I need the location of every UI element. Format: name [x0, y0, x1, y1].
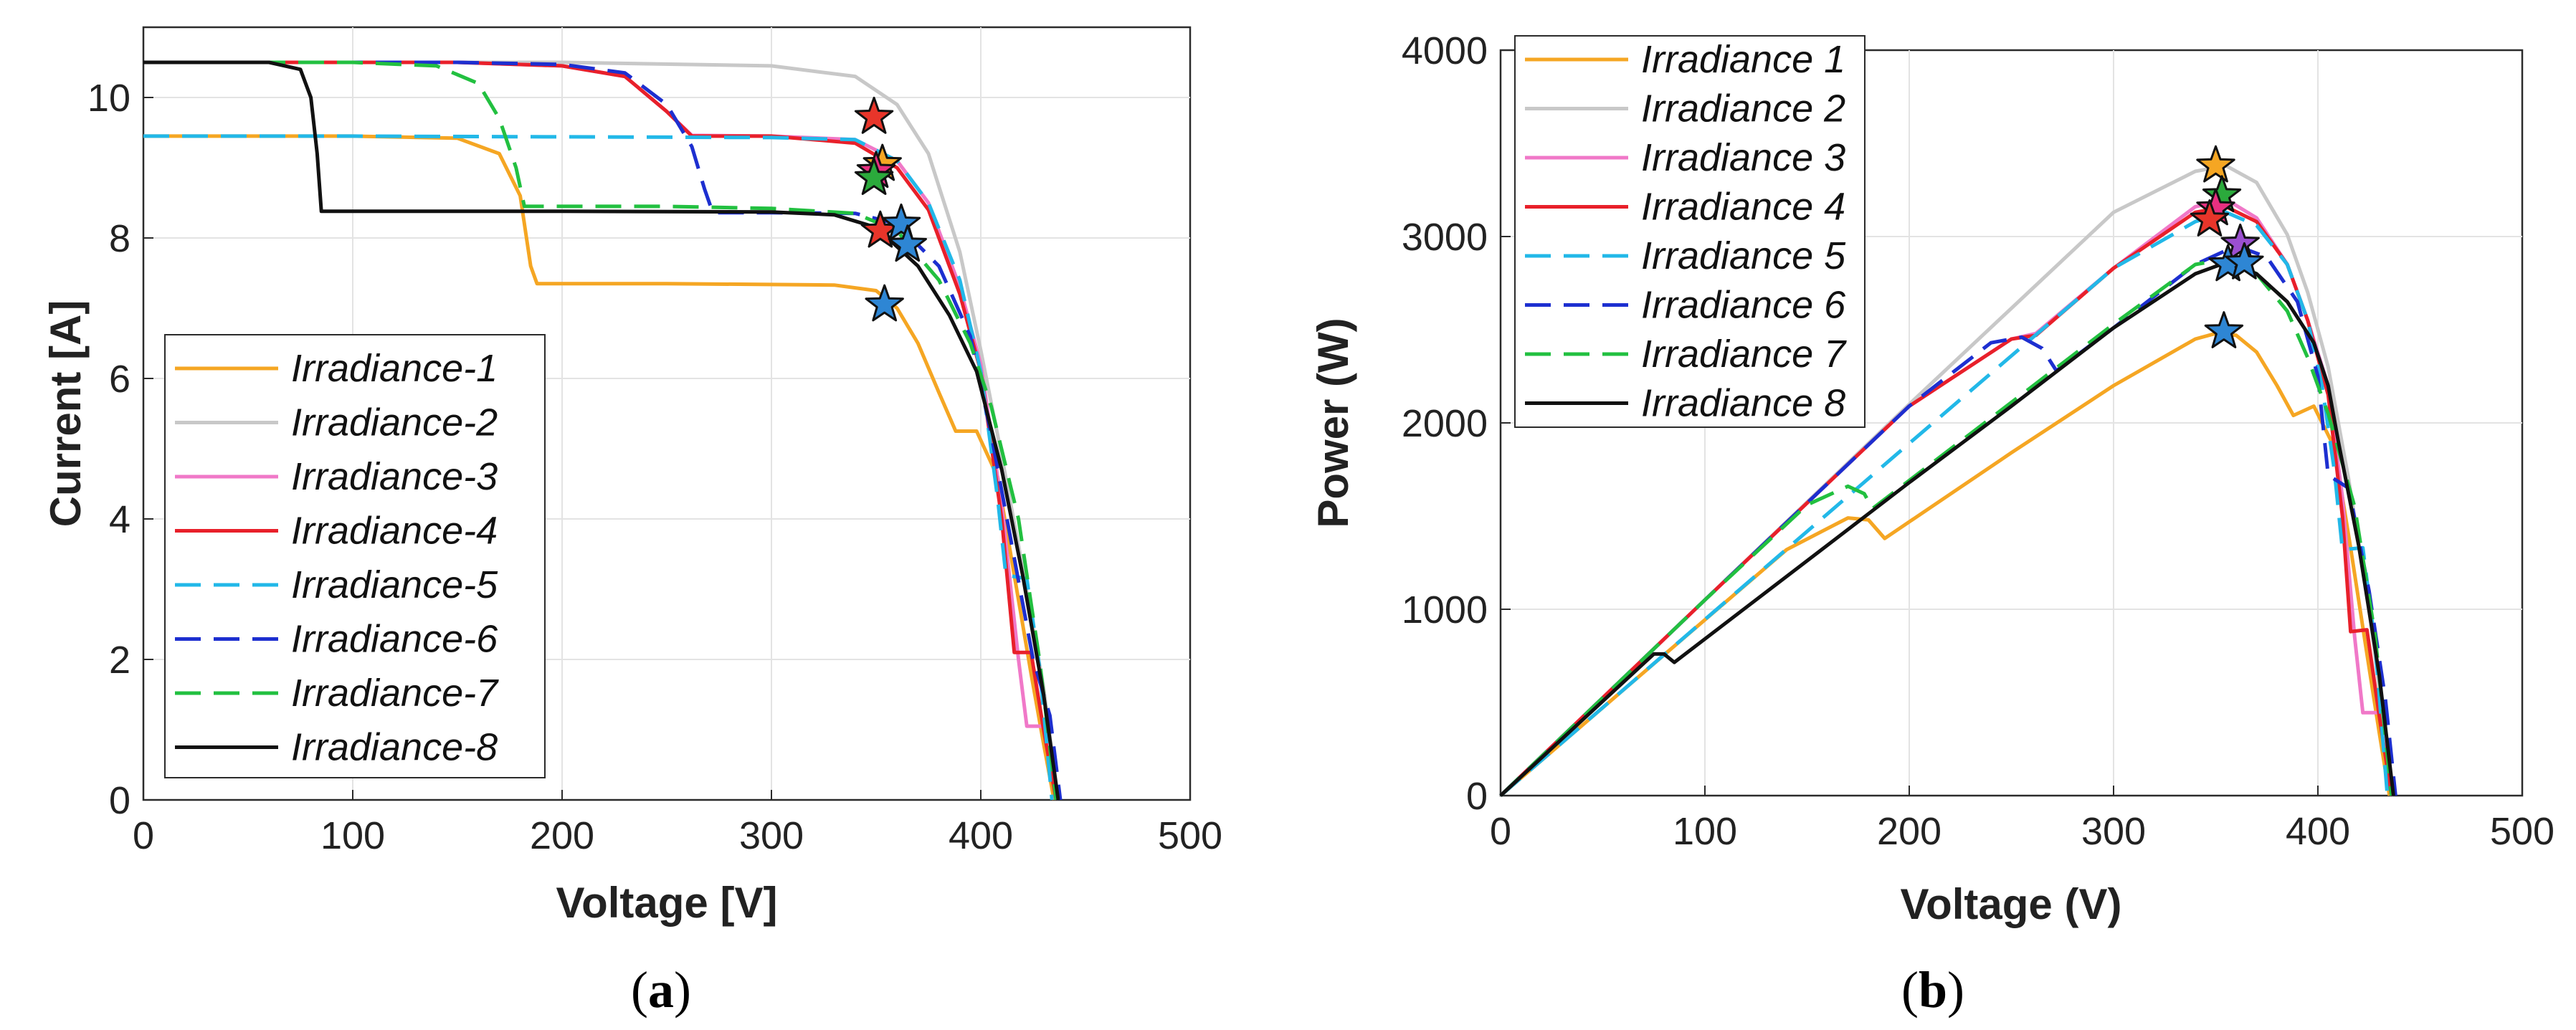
x-tick-label: 100 — [1673, 810, 1737, 853]
x-tick-label: 300 — [739, 814, 804, 857]
legend-label: Irradiance-8 — [291, 726, 498, 769]
x-tick-label: 0 — [133, 814, 154, 857]
y-tick-label: 4 — [109, 498, 130, 541]
x-axis-title-b: Voltage (V) — [1901, 880, 2122, 928]
x-tick-label: 300 — [2081, 810, 2146, 853]
x-axis-title-a: Voltage [V] — [556, 879, 778, 927]
mpp-star-marker — [881, 203, 921, 241]
panel-label-b-close: ) — [1947, 961, 1964, 1019]
legend-label: Irradiance 7 — [1641, 333, 1847, 376]
legend-box — [1514, 35, 1866, 428]
y-tick-label: 4000 — [1402, 29, 1488, 72]
legend-label: Irradiance 3 — [1641, 136, 1845, 179]
legend-label: Irradiance-4 — [291, 510, 498, 553]
series-line-irradiance-4 — [1499, 204, 2394, 797]
panel-label-b-open: ( — [1901, 961, 1919, 1019]
x-tick-label: 500 — [2490, 810, 2554, 853]
mpp-markers-a — [854, 96, 927, 322]
legend-box — [164, 334, 546, 778]
y-tick-label: 2000 — [1402, 402, 1488, 445]
mpp-star-marker — [854, 158, 894, 195]
mpp-star-marker — [2190, 199, 2230, 237]
y-tick-label: 1000 — [1402, 588, 1488, 631]
legend-label: Irradiance-7 — [291, 672, 499, 715]
mpp-markers-b — [2190, 145, 2264, 348]
x-tick-label: 200 — [1877, 810, 1941, 853]
mpp-star-marker — [2196, 145, 2235, 183]
x-tick-label: 100 — [320, 814, 385, 857]
x-tick-label: 0 — [1490, 810, 1511, 853]
panel-label-a-close: ) — [674, 961, 691, 1019]
legend-a: Irradiance-1 Irradiance-2 Irradiance-3 Irra… — [164, 334, 546, 778]
y-axis-title-a: Current [A] — [42, 300, 90, 528]
legend-label: Irradiance-1 — [291, 347, 498, 390]
y-tick-label: 8 — [109, 217, 130, 260]
panel-label-b-letter: b — [1919, 961, 1947, 1019]
mpp-star-marker — [854, 96, 894, 134]
y-ticks-b: 0 1000 2000 3000 4000 — [1402, 29, 1511, 818]
panel-b-power-voltage-chart: 0 100 200 300 400 500 0 1000 2000 3000 4000 Irrad… — [1309, 29, 2554, 1019]
legend-label: Irradiance 8 — [1641, 382, 1845, 425]
legend-label: Irradiance 6 — [1641, 284, 1846, 327]
y-axis-title-b: Power (W) — [1309, 318, 1357, 528]
series-line-irradiance-6 — [1499, 244, 2397, 797]
y-tick-label: 0 — [109, 779, 130, 822]
y-tick-label: 3000 — [1402, 216, 1488, 259]
x-tick-label: 400 — [2286, 810, 2350, 853]
legend-label: Irradiance-3 — [291, 455, 498, 498]
x-tick-label: 400 — [949, 814, 1013, 857]
mpp-star-marker — [888, 224, 927, 262]
mpp-star-marker — [2225, 242, 2264, 280]
legend-b: Irradiance 1 Irradiance 2 Irradiance 3 Irra… — [1514, 35, 1866, 428]
panel-label-a-open: ( — [631, 961, 648, 1019]
x-ticks-a: 0 100 200 300 400 500 — [133, 790, 1222, 857]
series-line-irradiance-8 — [1499, 260, 2395, 797]
panel-label-b: (b) — [1901, 961, 1964, 1019]
y-tick-label: 0 — [1466, 775, 1488, 818]
y-tick-label: 6 — [109, 358, 130, 401]
y-tick-label: 10 — [87, 77, 130, 120]
legend-label: Irradiance 2 — [1641, 87, 1845, 130]
x-ticks-b: 0 100 200 300 400 500 — [1490, 786, 2554, 853]
panel-label-a-letter: a — [648, 961, 674, 1019]
mpp-star-marker — [865, 284, 904, 322]
series-line-irradiance-7 — [1499, 257, 2394, 797]
x-tick-label: 200 — [530, 814, 594, 857]
x-tick-label: 500 — [1158, 814, 1222, 857]
legend-label: Irradiance-2 — [291, 401, 498, 444]
mpp-star-marker — [2204, 311, 2244, 348]
legend-label: Irradiance 4 — [1641, 186, 1845, 229]
legend-label: Irradiance-5 — [291, 563, 498, 606]
y-ticks-a: 0 2 4 6 8 10 — [87, 77, 153, 822]
series-line-irradiance-8 — [143, 60, 1060, 801]
series-line-irradiance-5 — [1499, 210, 2390, 797]
legend-label: Irradiance 1 — [1641, 38, 1845, 81]
series-line-irradiance-4 — [143, 60, 1058, 801]
legend-label: Irradiance-6 — [291, 618, 498, 661]
panel-label-a: (a) — [631, 961, 691, 1019]
y-tick-label: 2 — [109, 639, 130, 682]
legend-label: Irradiance 5 — [1641, 234, 1846, 277]
series-line-irradiance-7 — [143, 60, 1058, 801]
